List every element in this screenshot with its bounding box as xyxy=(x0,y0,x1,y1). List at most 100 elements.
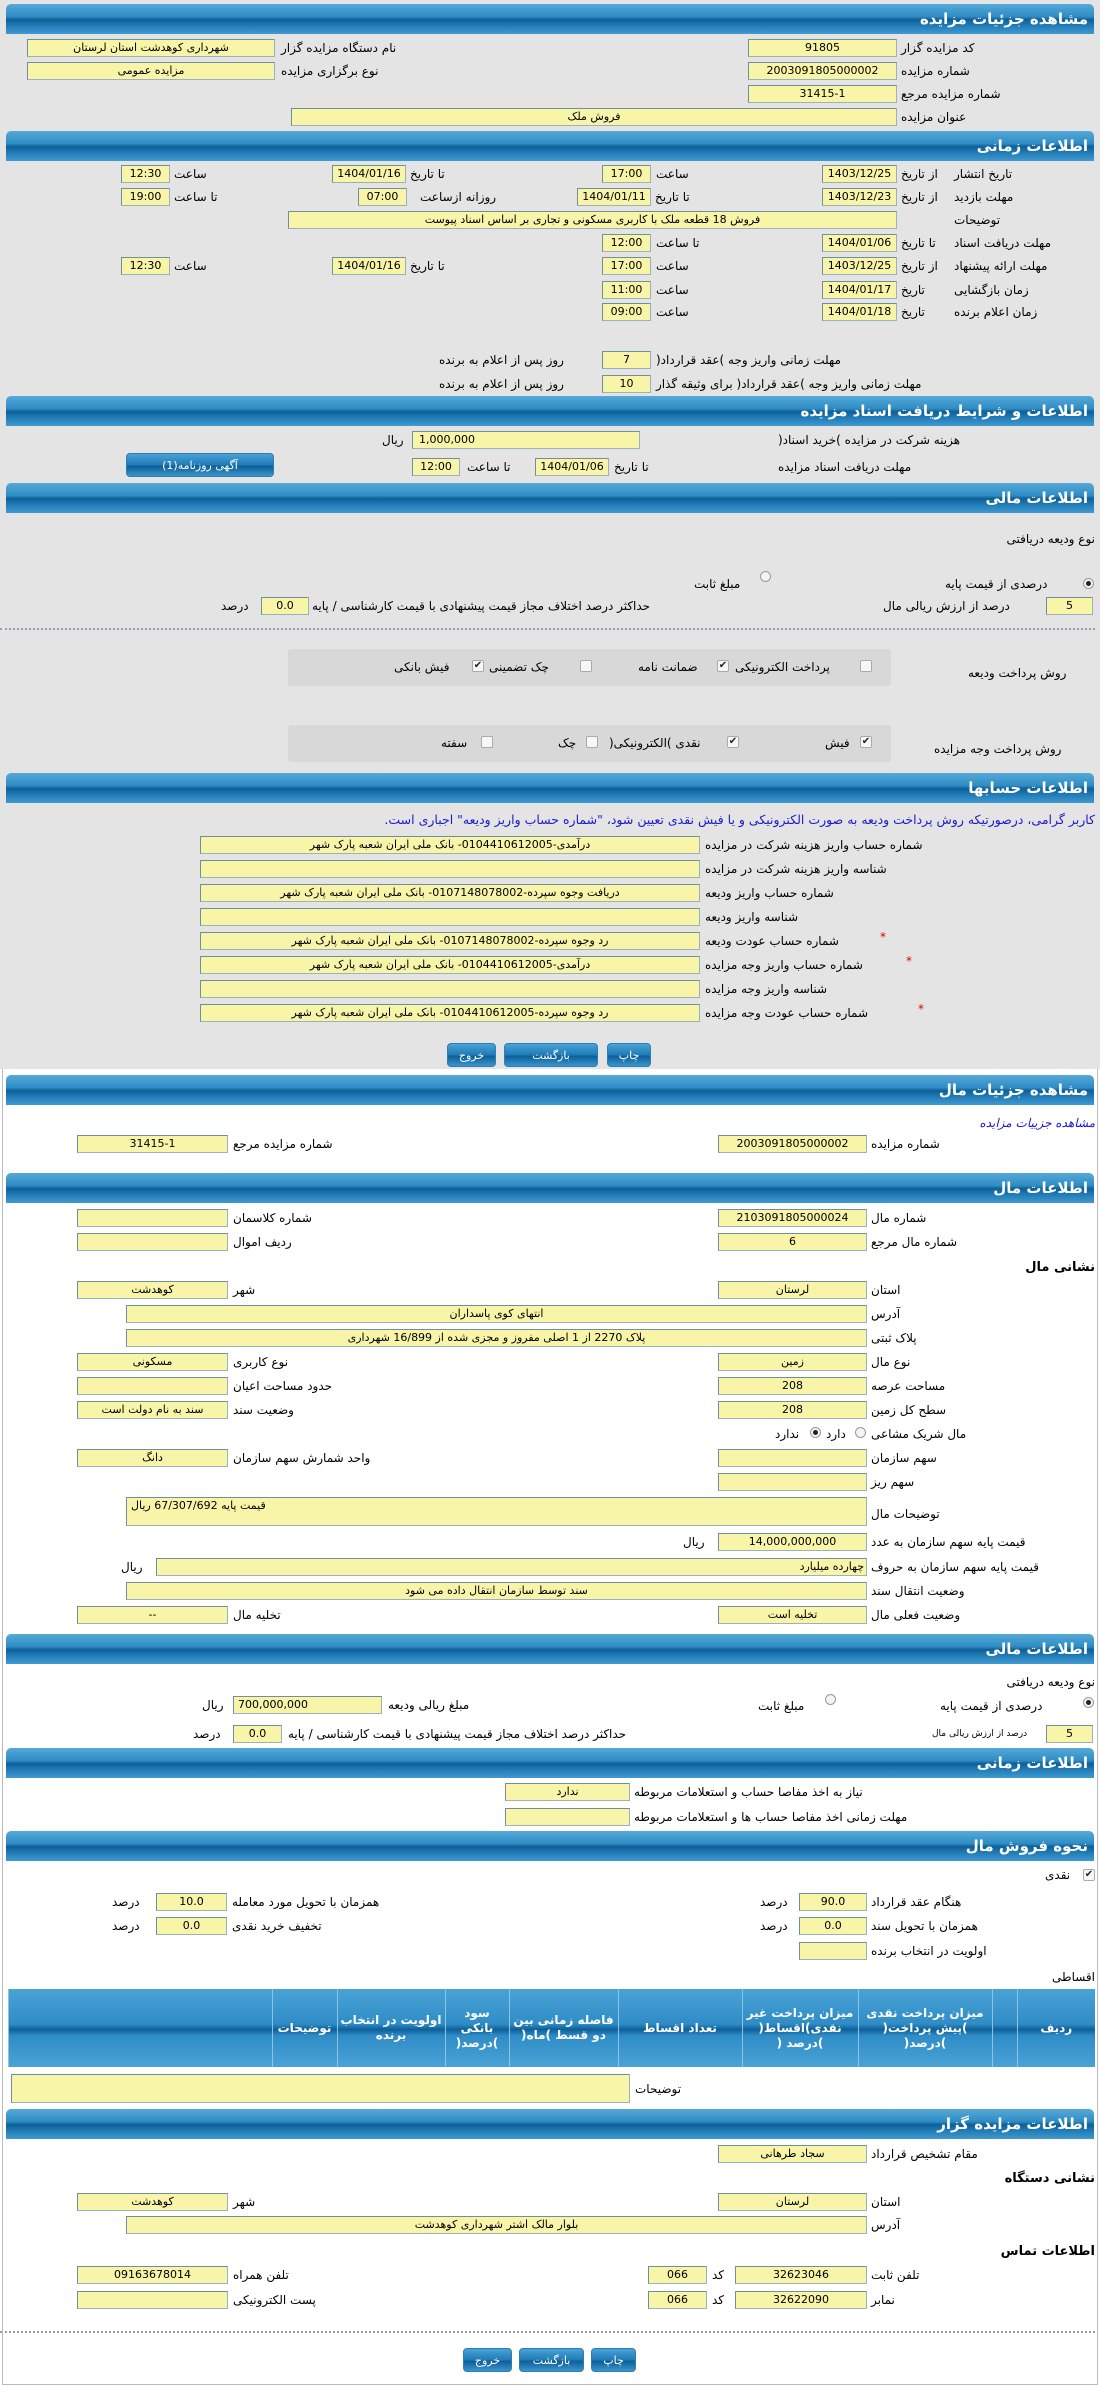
evacuation-field: -- xyxy=(77,1606,228,1624)
docs-time-field[interactable]: 12:00 xyxy=(412,458,460,476)
checkbox-guarantee[interactable]: ✔ xyxy=(717,660,729,672)
back-button[interactable]: بازگشت xyxy=(504,1043,598,1067)
checkbox-cheque[interactable] xyxy=(586,736,598,748)
item-description-field: قیمت پایه 67/307/692 ریال xyxy=(126,1497,867,1526)
required-mark: * xyxy=(880,930,886,944)
to-date-label: تا تاریخ xyxy=(614,460,649,474)
description-label: توضیحات xyxy=(954,213,1001,227)
rial-label: ریال xyxy=(121,1560,143,1574)
to-date-label: تا تاریخ xyxy=(410,259,445,273)
to-hour-label: تا ساعت xyxy=(656,236,700,250)
section-header-auctioneer: اطلاعات مزایده گزار xyxy=(6,2109,1094,2139)
winner-date-field: 1404/01/18 xyxy=(822,303,897,321)
percent-word: درصد xyxy=(112,1919,140,1933)
section-header-sale-method: نحوه فروش مال xyxy=(6,1831,1094,1861)
from-date-label: از تاریخ xyxy=(901,190,938,204)
print-button[interactable]: چاپ xyxy=(607,1043,651,1067)
account-field xyxy=(200,860,700,878)
cash-checkbox[interactable]: ✔ xyxy=(1083,1869,1095,1881)
guarantor-deadline-field: 10 xyxy=(602,375,651,393)
max-diff-label: حداکثر درصد اختلاف مجاز قیمت پیشنهادی با… xyxy=(288,1727,627,1741)
publish-to-time-field: 12:30 xyxy=(121,165,170,183)
auction-number-label: شماره مزایده xyxy=(871,1137,940,1151)
has-not-radio[interactable] xyxy=(810,1427,821,1438)
land-area-label: سطح کل زمین xyxy=(871,1403,947,1417)
mobile-field: 09163678014 xyxy=(77,2266,228,2284)
description-field: فروش 18 قطعه ملک با کاربری مسکونی و تجار… xyxy=(288,211,897,229)
checkbox-promissory[interactable] xyxy=(481,736,493,748)
auction-number-field: 2003091805000002 xyxy=(718,1135,867,1153)
date-label: تاریخ xyxy=(901,283,925,297)
winner-label: زمان اعلام برنده xyxy=(954,305,1038,319)
payment-deadline-field: 7 xyxy=(602,351,651,369)
section-header-time: اطلاعات زمانی xyxy=(6,131,1094,161)
exit-button[interactable]: خروج xyxy=(447,1043,496,1067)
newspaper-ad-button[interactable]: آگهی روزنامه(1) xyxy=(126,453,274,477)
address-field: بلوار مالک اشتر شهرداری کوهدشت xyxy=(126,2216,867,2234)
account-label: شماره حساب واریز ودیعه xyxy=(705,886,834,900)
back-button[interactable]: بازگشت xyxy=(519,2348,584,2372)
city-field: کوهدشت xyxy=(77,1281,228,1299)
checkbox-cash[interactable]: ✔ xyxy=(727,736,739,748)
accounts-note: کاربر گرامی، درصورتیکه روش پرداخت ودیعه … xyxy=(384,812,1095,827)
address-label: آدرس xyxy=(871,1307,901,1321)
base-price-label: قیمت پایه سهم سازمان به عدد xyxy=(871,1535,1026,1549)
installments-label: اقساطی xyxy=(1052,1970,1095,1984)
building-area-label: حدود مساحت اعیان xyxy=(233,1379,333,1393)
docs-deadline-label: مهلت دریافت اسناد xyxy=(954,236,1052,250)
deposit-type-label: نوع ودیعه دریافتی xyxy=(1006,532,1095,546)
checkbox-slip[interactable]: ✔ xyxy=(860,736,872,748)
item-address-heading: نشانی مال xyxy=(1025,1260,1095,1275)
to-hour-label: تا ساعت xyxy=(467,460,511,474)
from-date-label: از تاریخ xyxy=(901,167,938,181)
sale-description-label: توضیحات xyxy=(635,2082,682,2096)
phone-code-field: 066 xyxy=(648,2266,707,2284)
discount-field: 0.0 xyxy=(156,1917,227,1935)
account-label: شماره حساب واریز وجه مزایده xyxy=(705,958,863,972)
auctioneer-code-field: 91805 xyxy=(748,39,897,57)
required-mark: * xyxy=(918,1002,924,1016)
print-button[interactable]: چاپ xyxy=(591,2348,636,2372)
column-header: سود بانکی )درصد( xyxy=(444,1989,509,2067)
item-ref-field: 6 xyxy=(718,1233,867,1251)
checkbox-cheque[interactable] xyxy=(580,660,592,672)
docs-to-field: 1404/01/06 xyxy=(822,234,897,252)
priority-label: اولویت در انتخاب برنده xyxy=(871,1944,987,1958)
province-label: استان xyxy=(871,2195,901,2209)
transfer-status-field: سند توسط سازمان انتقال داده می شود xyxy=(126,1582,867,1600)
visit-daily-from-field: 07:00 xyxy=(358,188,407,206)
fixed-radio[interactable] xyxy=(825,1694,836,1705)
deed-delivery-label: همزمان با تحویل سند xyxy=(871,1919,978,1933)
authority-field: سجاد طرهانی xyxy=(718,2145,867,2163)
auction-type-field: مزایده عمومی xyxy=(27,62,275,80)
percent-field: 5 xyxy=(1046,597,1093,615)
percent-word: درصد xyxy=(112,1895,140,1909)
checkbox-electronic[interactable] xyxy=(860,660,872,672)
clearance-deadline-label: مهلت زمانی اخذ مفاصا حساب ها و استعلامات… xyxy=(634,1810,908,1824)
exit-button[interactable]: خروج xyxy=(463,2348,512,2372)
phone-label: تلفن ثابت xyxy=(871,2268,920,2282)
fax-field: 32622090 xyxy=(735,2291,867,2309)
contract-field: 90.0 xyxy=(799,1893,867,1911)
installments-table: ردیف میزان پرداخت نقدی )پیش پرداخت( )درص… xyxy=(8,1989,1095,2067)
percent-radio[interactable] xyxy=(1083,578,1094,589)
clearance-deadline-field xyxy=(505,1808,630,1826)
fixed-radio[interactable] xyxy=(760,571,771,582)
item-number-field: 2103091805000024 xyxy=(718,1209,867,1227)
hour-label: ساعت xyxy=(174,259,207,273)
account-field: درآمدی-0104410612005- بانک ملی ایران شعب… xyxy=(200,956,700,974)
transfer-status-label: وضعیت انتقال سند xyxy=(871,1584,965,1598)
to-date-label: تا تاریخ xyxy=(901,236,936,250)
percent-radio[interactable] xyxy=(1083,1697,1094,1708)
item-kind-label: نوع مال xyxy=(871,1355,911,1369)
has-radio[interactable] xyxy=(855,1427,866,1438)
auction-subject-field: فروش ملک xyxy=(291,108,897,126)
divider xyxy=(0,628,1095,630)
checkbox-bank-slip[interactable]: ✔ xyxy=(472,660,484,672)
section-header-auction-details: مشاهده جزئیات مزایده xyxy=(6,4,1094,34)
deed-status-label: وضعیت سند xyxy=(233,1403,294,1417)
address-label: آدرس xyxy=(871,2218,901,2232)
auction-details-link[interactable]: مشاهده جزییات مزایده xyxy=(979,1116,1095,1130)
publish-from-time-field: 17:00 xyxy=(602,165,651,183)
column-header xyxy=(991,1989,1017,2067)
